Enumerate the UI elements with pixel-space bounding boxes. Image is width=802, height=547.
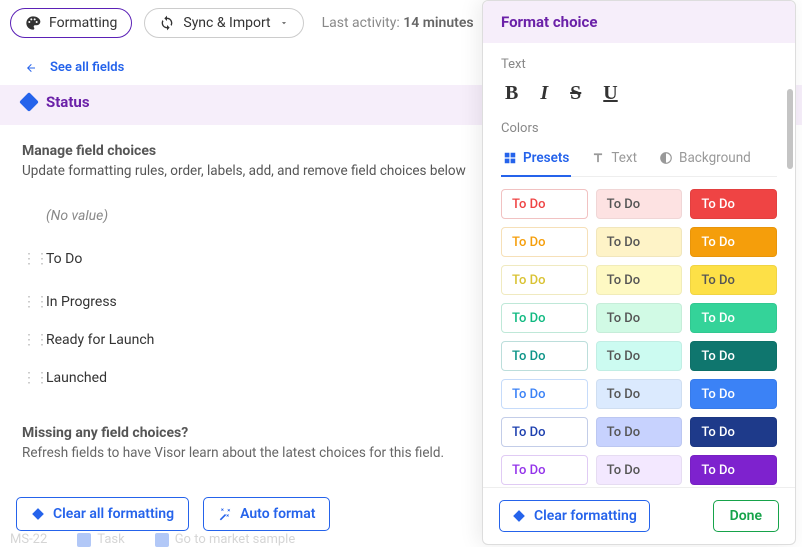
preset-swatch[interactable]: To Do [501,227,588,257]
color-tabs: Presets Text Background [501,144,777,177]
clear-formatting-button[interactable]: Clear formatting [499,500,650,532]
sync-import-button[interactable]: Sync & Import [144,8,303,38]
format-choice-title: Format choice [483,1,795,43]
format-choice-footer: Clear formatting Done [483,487,795,544]
text-format-row: B I S U [501,80,777,121]
preset-swatch[interactable]: To Do [501,417,588,447]
last-activity: Last activity: 14 minutes [322,15,474,31]
done-button[interactable]: Done [713,500,779,532]
drag-handle-icon[interactable]: ⋮⋮ [22,332,36,348]
preset-swatch[interactable]: To Do [501,379,588,409]
preset-swatch[interactable]: To Do [596,341,683,371]
preset-swatch[interactable]: To Do [690,265,777,295]
sync-label: Sync & Import [183,15,270,31]
preset-swatch[interactable]: To Do [690,341,777,371]
status-icon [19,92,39,112]
diamond-icon [31,507,45,521]
preset-swatch[interactable]: To Do [690,227,777,257]
bold-button[interactable]: B [505,82,518,105]
preset-swatch[interactable]: To Do [596,379,683,409]
wand-icon [218,507,232,521]
background-icon [659,151,673,165]
colors-group-label: Colors [501,121,777,136]
drag-handle-icon[interactable]: ⋮⋮ [22,294,36,310]
strike-button[interactable]: S [570,82,581,105]
text-group-label: Text [501,57,777,72]
tab-presets[interactable]: Presets [501,144,571,176]
preset-swatch[interactable]: To Do [501,265,588,295]
preset-swatch[interactable]: To Do [596,455,683,485]
underline-button[interactable]: U [603,82,617,105]
preset-swatch[interactable]: To Do [690,455,777,485]
tab-text[interactable]: Text [589,144,639,176]
tab-background[interactable]: Background [657,144,753,176]
preset-swatch[interactable]: To Do [501,455,588,485]
drag-handle-icon[interactable]: ⋮⋮ [22,251,36,267]
preset-grid: To DoTo DoTo DoTo DoTo DoTo DoTo DoTo Do… [501,189,777,485]
chevron-down-icon [279,18,289,28]
formatting-label: Formatting [49,15,117,31]
drag-handle-icon[interactable]: ⋮⋮ [22,370,36,386]
format-choice-body: Text B I S U Colors Presets Text Backgro… [483,43,795,487]
clear-all-formatting-button[interactable]: Clear all formatting [16,497,189,531]
palette-icon [25,15,41,31]
format-choice-panel: Format choice Text B I S U Colors Preset… [482,0,796,545]
preset-swatch[interactable]: To Do [690,189,777,219]
preset-swatch[interactable]: To Do [501,189,588,219]
presets-icon [503,151,517,165]
diamond-icon [512,509,526,523]
status-label: Status [46,93,90,111]
preset-swatch[interactable]: To Do [501,303,588,333]
preset-swatch[interactable]: To Do [596,303,683,333]
preset-swatch[interactable]: To Do [501,341,588,371]
preset-swatch[interactable]: To Do [596,265,683,295]
preset-swatch[interactable]: To Do [690,417,777,447]
text-icon [591,151,605,165]
preset-swatch[interactable]: To Do [596,417,683,447]
arrow-left-icon [22,62,40,74]
preset-swatch[interactable]: To Do [690,303,777,333]
scrollbar[interactable] [785,49,793,481]
preset-swatch[interactable]: To Do [596,227,683,257]
italic-button[interactable]: I [540,82,548,105]
formatting-button[interactable]: Formatting [10,8,132,38]
sync-icon [159,15,175,31]
auto-format-button[interactable]: Auto format [203,497,330,531]
preset-swatch[interactable]: To Do [596,189,683,219]
bottom-actions: Clear all formatting Auto format [16,497,330,531]
preset-swatch[interactable]: To Do [690,379,777,409]
